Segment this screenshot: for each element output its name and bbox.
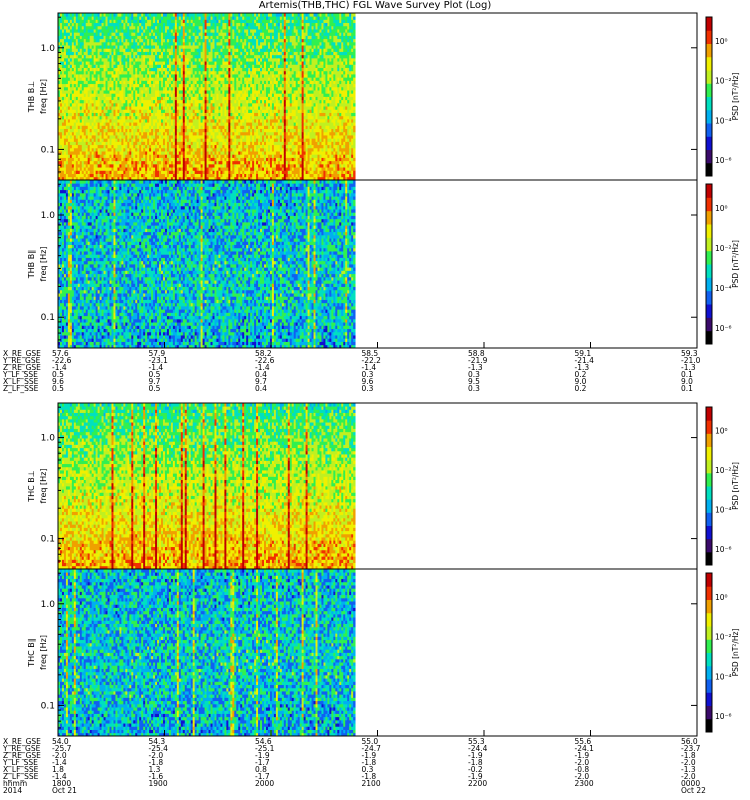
spectrogram-panel: 1.00.1THB B⊥ freq [Hz]10⁰10⁻²10⁻⁴10⁻⁶PSD … xyxy=(27,13,740,180)
